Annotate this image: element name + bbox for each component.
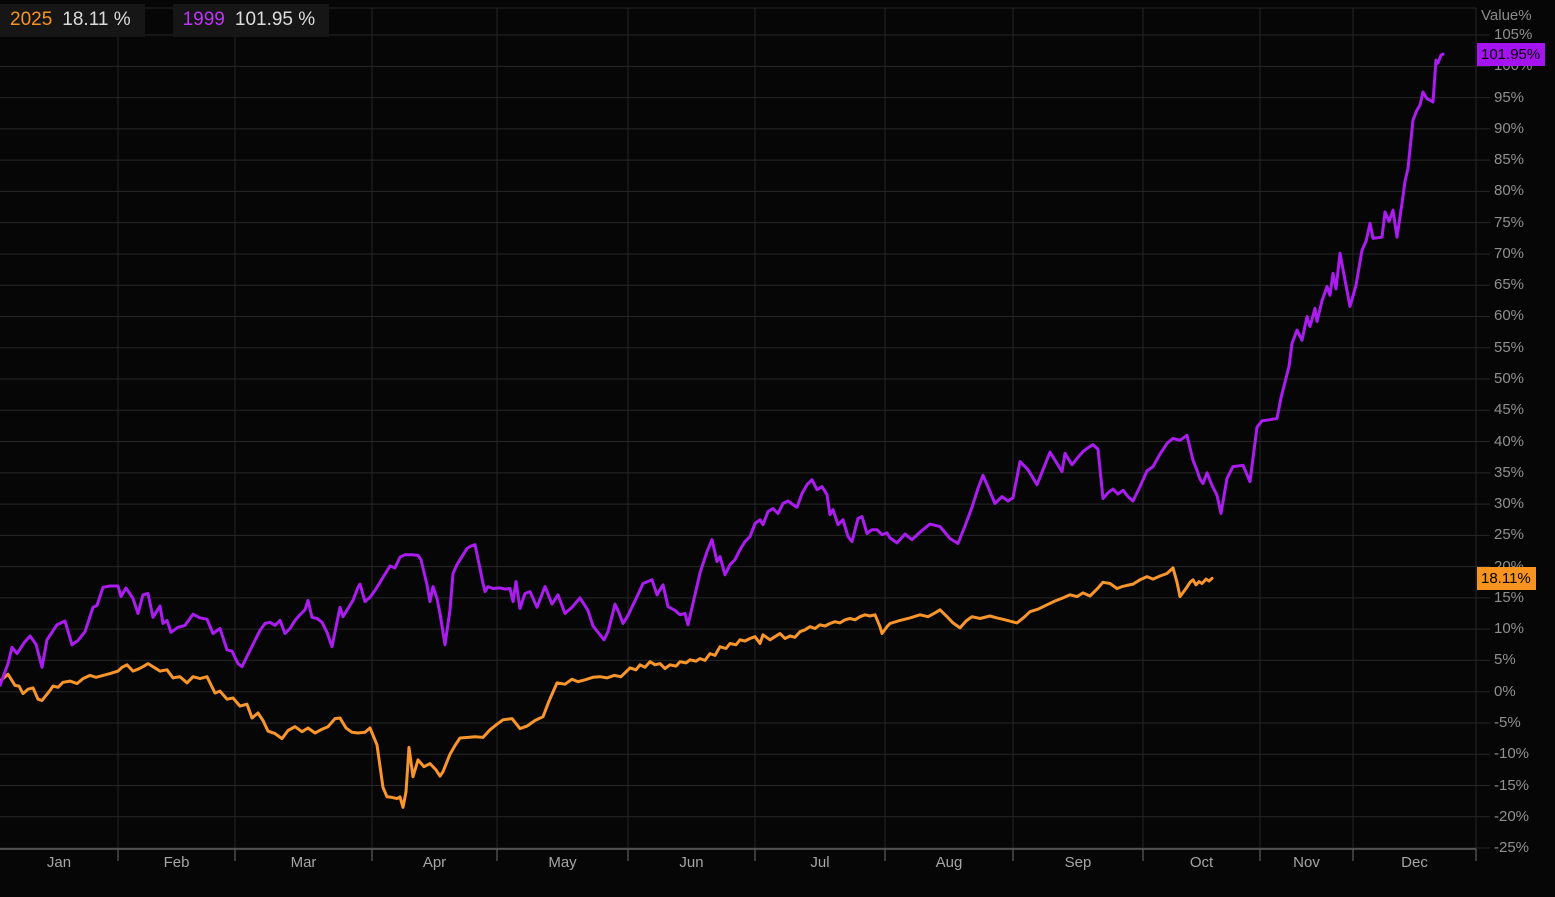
y-axis-label: 105% bbox=[1494, 26, 1533, 44]
y-axis-label: -5% bbox=[1494, 713, 1521, 731]
legend-series-label: 1999 bbox=[182, 9, 225, 30]
y-axis-title: Value% bbox=[1481, 7, 1532, 24]
x-axis-label-feb: Feb bbox=[163, 854, 190, 871]
y-axis-label: 95% bbox=[1494, 88, 1525, 106]
y-axis-label: 30% bbox=[1494, 495, 1525, 513]
y-axis-label: 65% bbox=[1494, 276, 1525, 294]
x-axis-label-sep: Sep bbox=[1064, 854, 1092, 871]
y-axis-label: 45% bbox=[1494, 401, 1525, 419]
x-axis-label-oct: Oct bbox=[1189, 854, 1214, 871]
x-axis-label-jun: Jun bbox=[679, 854, 704, 871]
legend: 2025 18.11 % 1999 101.95 % bbox=[0, 4, 330, 37]
y-axis-label: -25% bbox=[1494, 839, 1530, 857]
x-axis-label-apr: Apr bbox=[422, 854, 447, 871]
y-axis-label: 60% bbox=[1494, 307, 1525, 325]
x-axis-label-dec: Dec bbox=[1401, 854, 1428, 871]
y-axis-label: 0% bbox=[1494, 682, 1516, 700]
y-axis-label: 35% bbox=[1494, 463, 1525, 481]
legend-series-value: 18.11 % bbox=[62, 9, 131, 30]
series-line-2025[interactable] bbox=[0, 566, 1214, 809]
x-axis-label-may: May bbox=[548, 854, 577, 871]
last-value-badge-2025: 18.11% bbox=[1477, 567, 1536, 591]
y-axis-label: 90% bbox=[1494, 119, 1525, 137]
y-axis-label: 25% bbox=[1494, 526, 1525, 544]
y-axis-label: -10% bbox=[1494, 745, 1530, 763]
legend-series-value: 101.95 % bbox=[234, 9, 316, 30]
y-axis-label: -15% bbox=[1494, 776, 1530, 794]
x-axis-label-mar: Mar bbox=[290, 854, 317, 871]
y-axis-label: 75% bbox=[1494, 213, 1525, 231]
y-axis-label: 15% bbox=[1494, 588, 1525, 606]
legend-item-2025[interactable]: 2025 18.11 % bbox=[0, 4, 145, 37]
last-value-badge-1999: 101.95% bbox=[1477, 43, 1546, 67]
x-axis-label-jul: Jul bbox=[810, 854, 830, 871]
y-axis-label: 40% bbox=[1494, 432, 1525, 450]
y-axis-label: 55% bbox=[1494, 338, 1525, 356]
legend-item-1999[interactable]: 1999 101.95 % bbox=[172, 4, 330, 37]
legend-series-label: 2025 bbox=[10, 9, 53, 30]
y-axis-label: 10% bbox=[1494, 620, 1525, 638]
x-axis-label-aug: Aug bbox=[935, 854, 963, 871]
y-axis-label: -20% bbox=[1494, 807, 1530, 825]
x-axis-label-jan: Jan bbox=[46, 854, 72, 871]
y-axis-label: 5% bbox=[1494, 651, 1516, 669]
y-axis-label: 50% bbox=[1494, 370, 1525, 387]
series-line-1999[interactable] bbox=[0, 52, 1445, 687]
y-axis-label: 85% bbox=[1494, 151, 1525, 169]
y-axis-label: 80% bbox=[1494, 182, 1525, 200]
x-axis-label-nov: Nov bbox=[1293, 854, 1320, 871]
y-axis-label: 70% bbox=[1494, 244, 1525, 262]
